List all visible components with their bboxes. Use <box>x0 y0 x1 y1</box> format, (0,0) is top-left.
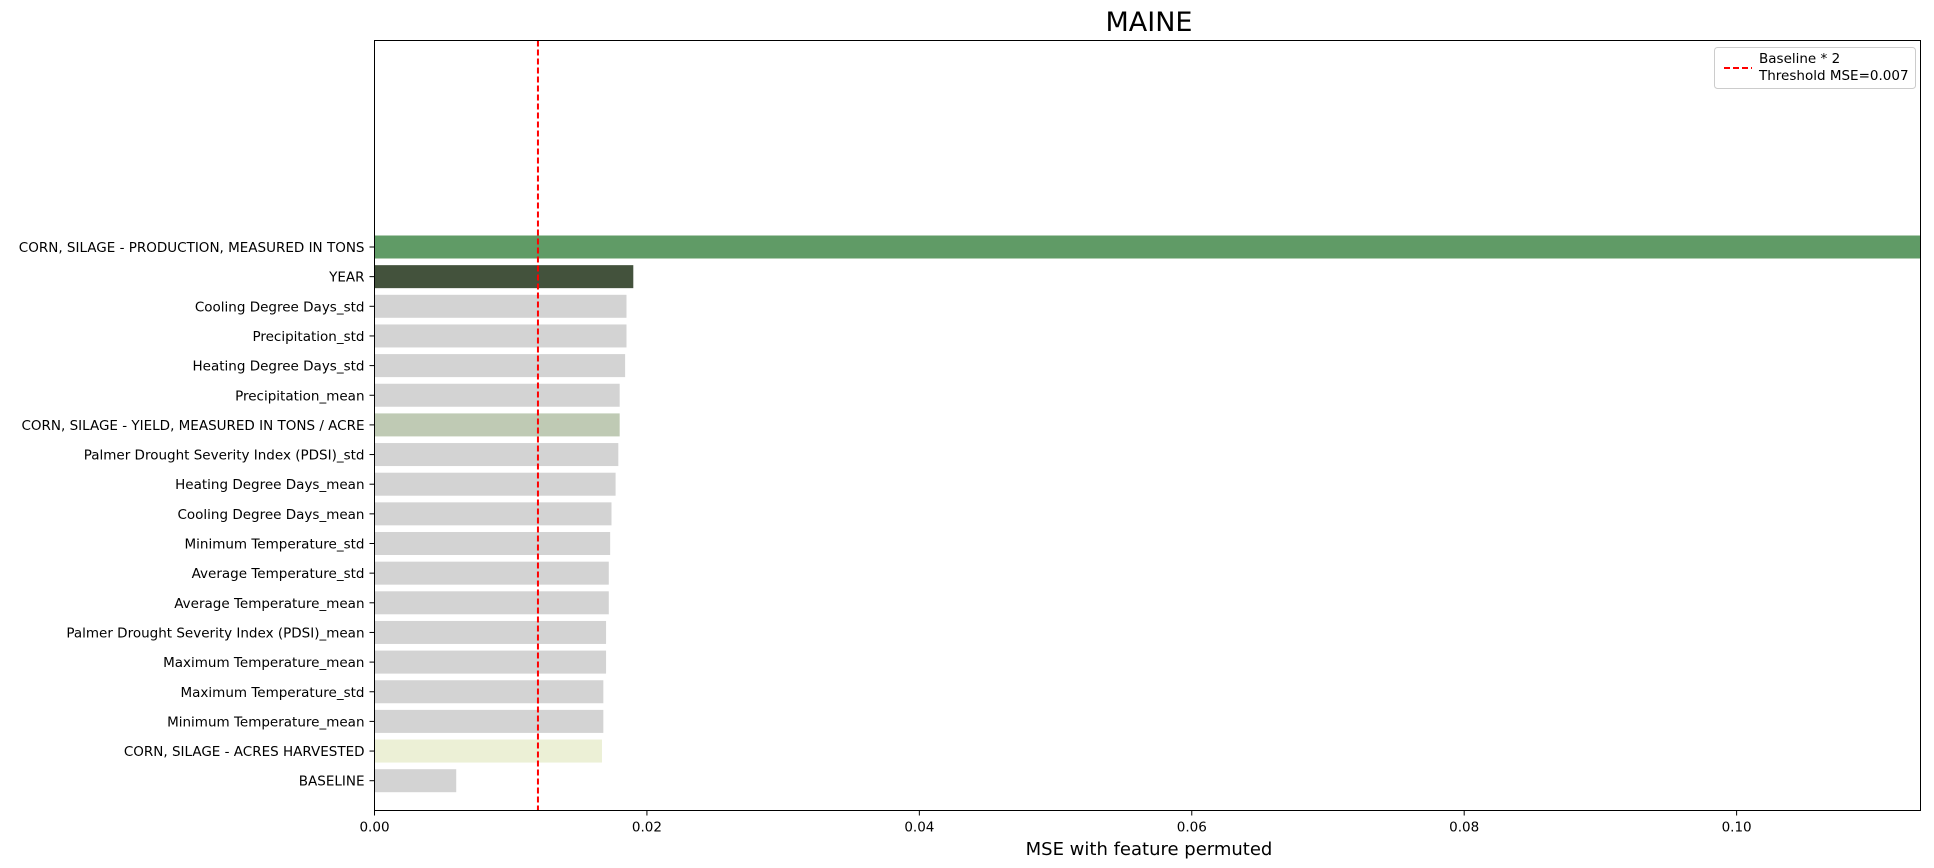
x-tick-label: 0.00 <box>359 820 389 836</box>
bar <box>374 532 611 555</box>
y-tick-label: Precipitation_mean <box>235 388 364 404</box>
legend-label-line2: Threshold MSE=0.007 <box>1758 68 1909 84</box>
y-tick-label: CORN, SILAGE - ACRES HARVESTED <box>124 744 365 760</box>
x-tick-label: 0.04 <box>904 820 934 836</box>
bar <box>374 265 634 289</box>
y-tick-label: CORN, SILAGE - PRODUCTION, MEASURED IN T… <box>19 240 365 256</box>
legend-box <box>1714 47 1916 89</box>
y-tick-label: BASELINE <box>299 774 365 790</box>
plot-frame <box>374 40 1921 811</box>
y-tick-label: Heating Degree Days_mean <box>175 477 364 493</box>
bar <box>374 294 627 318</box>
bar <box>374 680 604 704</box>
y-tick-label: Precipitation_std <box>252 329 364 345</box>
y-tick-label: Palmer Drought Severity Index (PDSI)_mea… <box>66 625 364 641</box>
x-axis: 0.00 0.02 0.04 0.06 0.08 0.10 <box>359 810 1752 836</box>
x-tick-label: 0.02 <box>632 820 662 836</box>
x-tick-label: 0.06 <box>1177 820 1207 836</box>
bar <box>374 769 457 793</box>
bar <box>374 383 620 407</box>
bar <box>374 650 607 674</box>
bar <box>374 620 607 644</box>
bar <box>374 591 609 615</box>
y-tick-label: Palmer Drought Severity Index (PDSI)_std <box>84 448 365 464</box>
y-tick-label: YEAR <box>328 270 364 286</box>
bar <box>374 413 620 437</box>
bar <box>374 324 627 348</box>
bar <box>374 502 612 526</box>
y-tick-label: Minimum Temperature_mean <box>167 714 364 730</box>
y-tick-label: Cooling Degree Days_std <box>195 299 365 315</box>
y-axis: CORN, SILAGE - PRODUCTION, MEASURED IN T… <box>19 240 375 790</box>
x-tick-label: 0.10 <box>1722 820 1752 836</box>
x-tick-label: 0.08 <box>1449 820 1479 836</box>
y-tick-label: Maximum Temperature_mean <box>163 655 364 671</box>
bar <box>374 472 616 496</box>
bar <box>374 354 626 378</box>
bars-group <box>374 235 1921 793</box>
y-tick-label: Average Temperature_mean <box>174 596 364 612</box>
bar <box>374 739 602 763</box>
y-tick-label: Cooling Degree Days_mean <box>177 507 364 523</box>
legend: Baseline * 2 Threshold MSE=0.007 <box>1714 47 1916 89</box>
bar <box>374 235 1921 259</box>
legend-label-line1: Baseline * 2 <box>1759 51 1840 67</box>
y-tick-label: CORN, SILAGE - YIELD, MEASURED IN TONS /… <box>21 418 364 434</box>
x-axis-label: MSE with feature permuted <box>1026 839 1273 860</box>
bar <box>374 561 609 585</box>
y-tick-label: Average Temperature_std <box>192 566 365 582</box>
bar <box>374 443 619 467</box>
y-tick-label: Minimum Temperature_std <box>184 537 364 553</box>
chart-title: MAINE <box>1106 7 1193 38</box>
y-tick-label: Heating Degree Days_std <box>193 359 365 375</box>
bar <box>374 709 604 733</box>
y-tick-label: Maximum Temperature_std <box>181 685 365 701</box>
